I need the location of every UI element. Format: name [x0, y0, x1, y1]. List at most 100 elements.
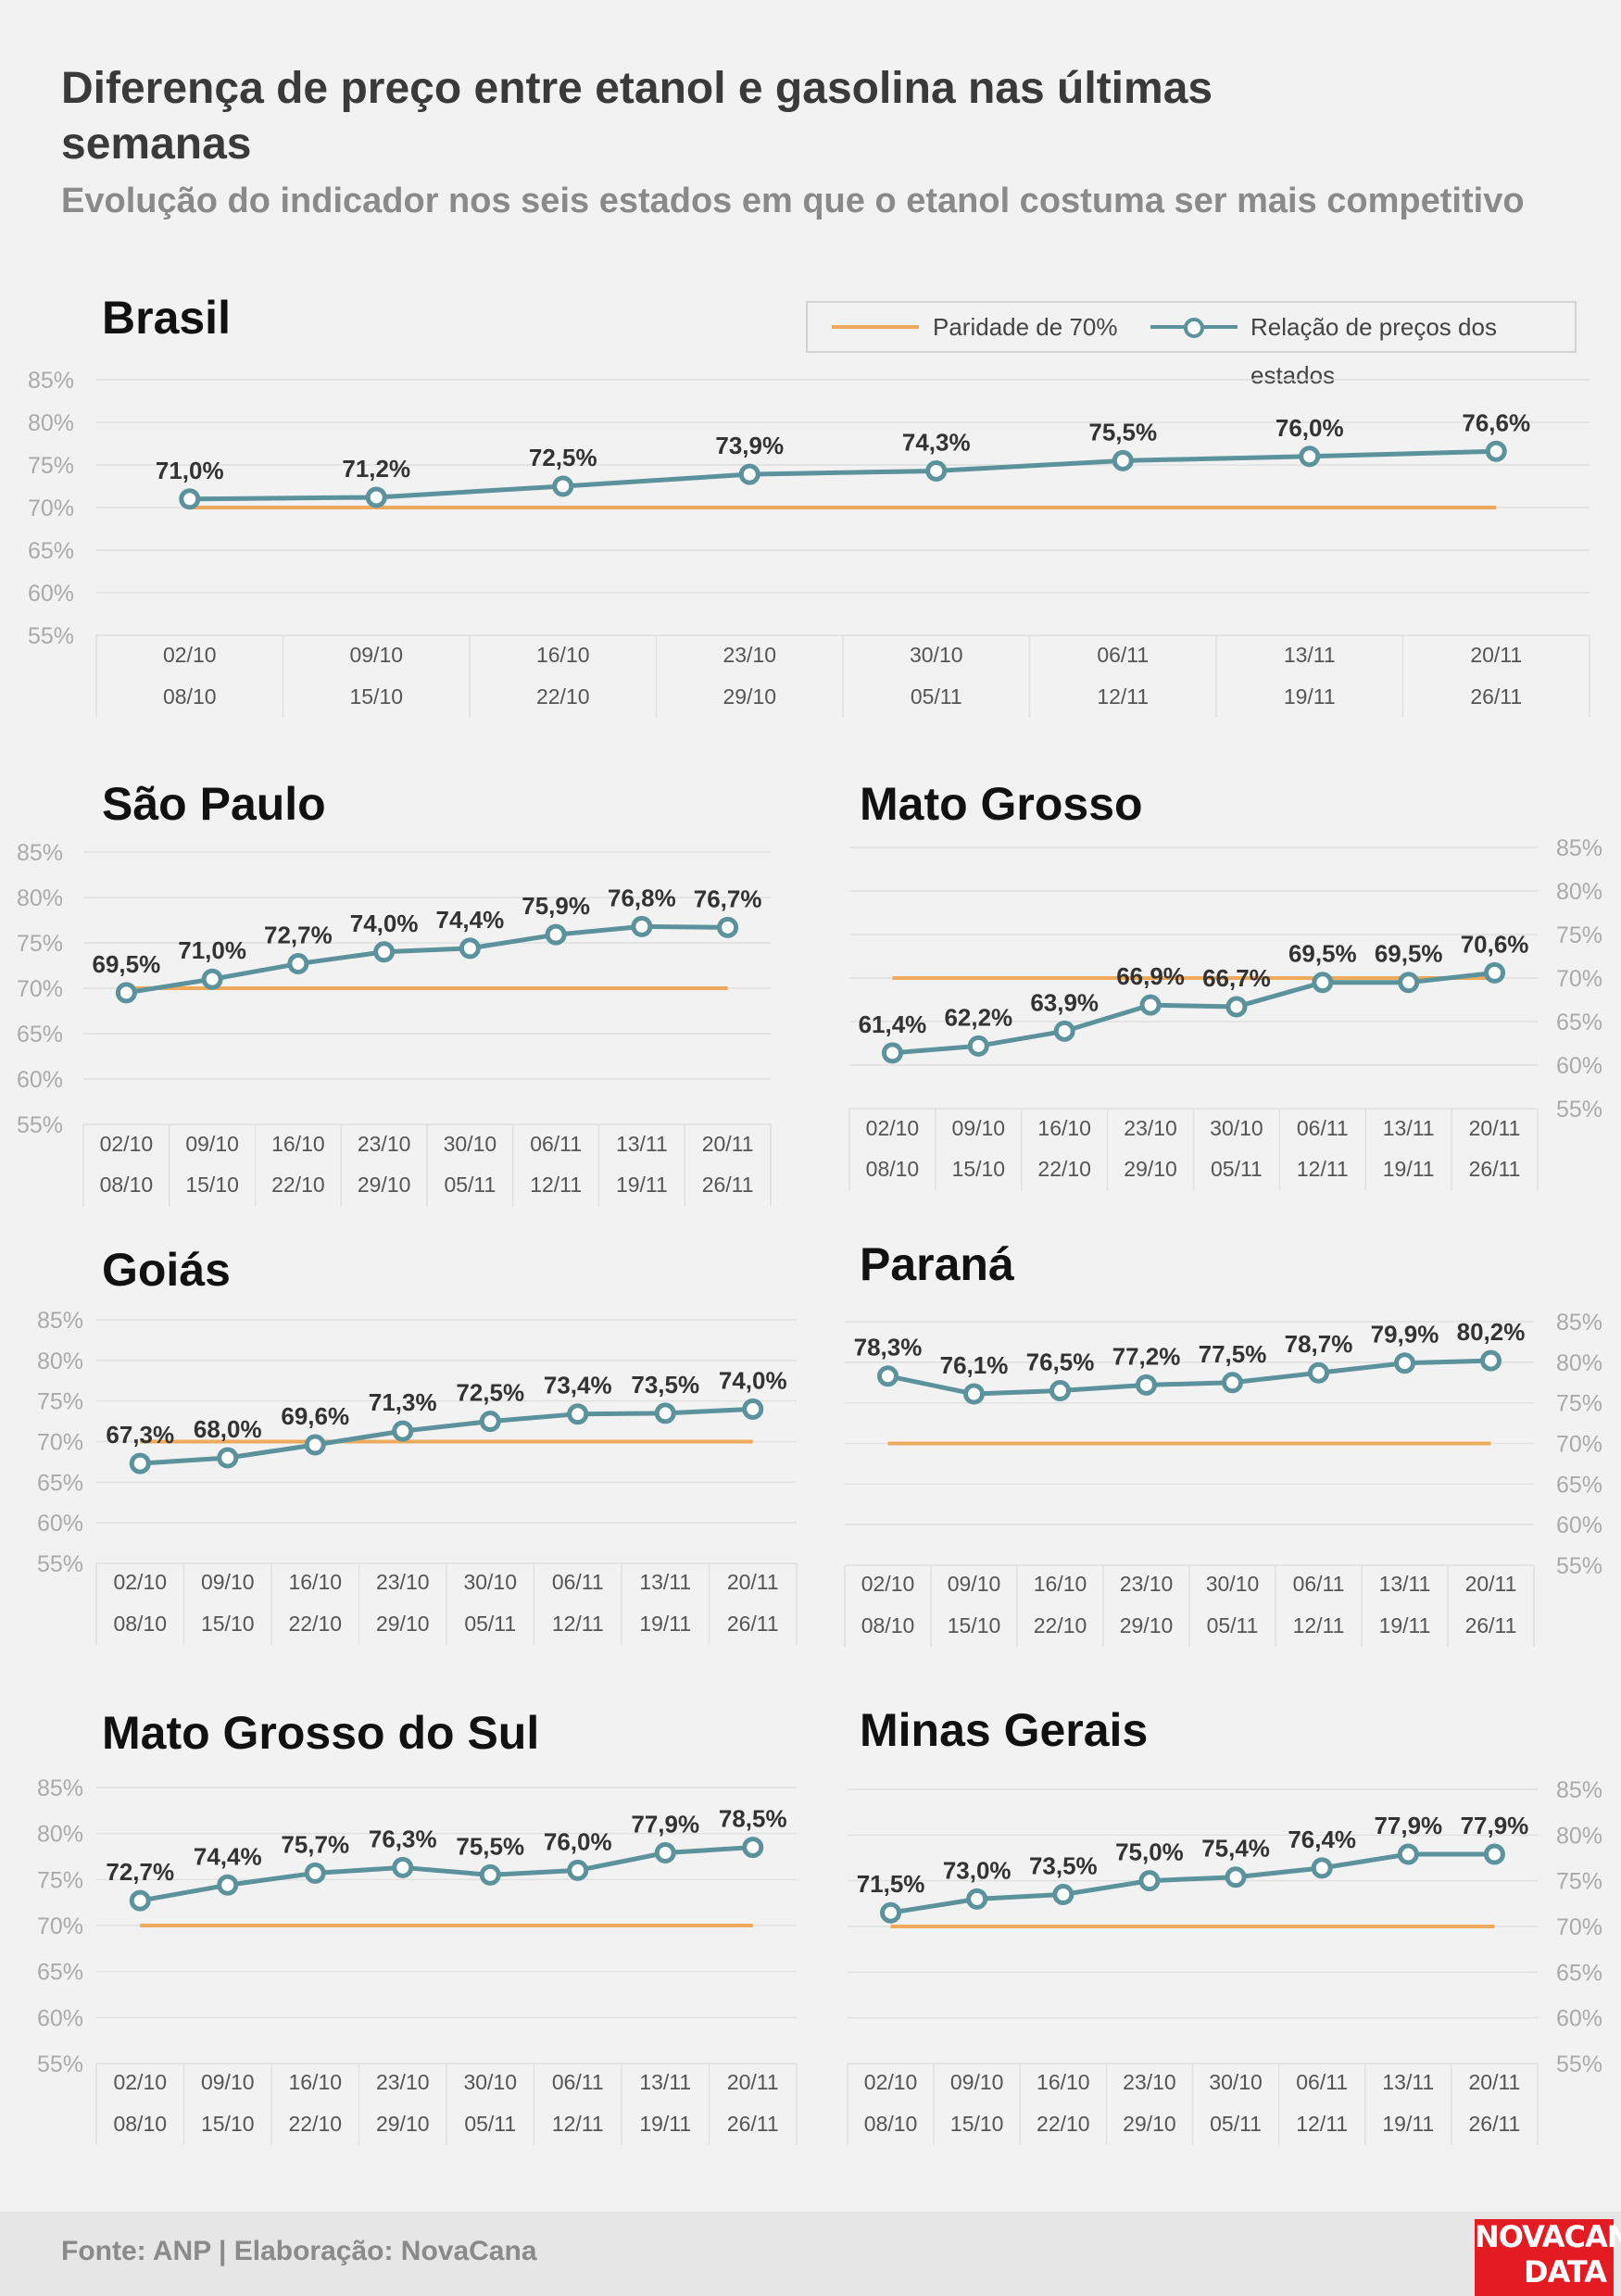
data-label: 72,7% [264, 922, 333, 949]
data-label: 62,2% [944, 1003, 1012, 1031]
x-tick-end: 22/10 [536, 684, 590, 709]
data-label: 76,6% [1462, 408, 1530, 436]
data-label: 75,7% [281, 1830, 349, 1858]
x-tick-start: 13/11 [639, 1570, 691, 1594]
data-point [877, 1365, 898, 1387]
chart-title: Brasil [102, 292, 231, 344]
data-point [1139, 994, 1162, 1016]
y-tick-label: 75% [37, 1389, 83, 1415]
data-label: 71,0% [156, 457, 224, 484]
data-label: 69,5% [1288, 940, 1357, 968]
logo-top-text: NOVACANA [1475, 2219, 1621, 2254]
data-label: 78,3% [854, 1334, 923, 1361]
y-tick-label: 55% [37, 1551, 83, 1577]
data-label: 73,4% [544, 1372, 612, 1399]
x-tick-end: 05/11 [911, 684, 962, 709]
x-tick-start: 06/11 [1293, 1572, 1345, 1596]
chart-title: Minas Gerais [860, 1704, 1148, 1756]
x-tick-start: 20/11 [702, 1132, 754, 1156]
data-label: 66,9% [1116, 962, 1185, 990]
x-tick-start: 02/10 [163, 643, 217, 667]
data-point [552, 475, 574, 497]
x-tick-end: 15/10 [950, 2112, 1004, 2136]
y-tick-label: 60% [28, 581, 74, 607]
data-label: 71,3% [369, 1388, 437, 1416]
y-tick-label: 60% [1556, 2006, 1602, 2032]
x-tick-start: 16/10 [536, 643, 590, 667]
y-tick-label: 65% [37, 1470, 83, 1496]
x-tick-start: 23/10 [1120, 1572, 1174, 1596]
y-tick-label: 60% [37, 2005, 83, 2031]
y-tick-label: 55% [37, 2051, 83, 2077]
x-tick-end: 08/10 [100, 1173, 154, 1197]
data-point [304, 1862, 326, 1884]
data-point [1225, 1866, 1247, 1888]
chart-1: São Paulo 85% 80% 75% 70% 65% 60% 55% 02/10 08/10… [17, 778, 772, 1207]
data-label: 69,5% [1375, 940, 1443, 968]
x-tick-end: 22/10 [1037, 2112, 1090, 2136]
data-point [654, 1402, 676, 1424]
x-tick-end: 15/10 [952, 1157, 1006, 1181]
x-tick-end: 19/11 [639, 2112, 691, 2136]
data-label: 61,4% [859, 1010, 927, 1038]
x-tick-end: 08/10 [861, 1613, 915, 1637]
data-label: 76,3% [369, 1825, 437, 1852]
x-tick-start: 09/10 [948, 1572, 1001, 1596]
data-point [738, 463, 760, 485]
y-tick-label: 65% [1556, 1010, 1602, 1035]
x-tick-end: 22/10 [271, 1173, 325, 1197]
data-point [881, 1042, 903, 1064]
chart-6: Minas Gerais 85% 80% 75% 70% 65% 60% 55% 02/10 08… [847, 1704, 1602, 2145]
x-tick-start: 30/10 [444, 1132, 497, 1156]
series-line [140, 1406, 753, 1466]
x-tick-end: 22/10 [288, 2112, 342, 2136]
x-tick-start: 30/10 [910, 643, 963, 667]
x-tick-start: 16/10 [288, 2070, 342, 2094]
x-tick-start: 13/11 [1284, 643, 1336, 667]
x-tick-start: 02/10 [113, 1570, 167, 1594]
y-tick-label: 85% [1556, 835, 1602, 861]
data-point [392, 1420, 414, 1442]
x-tick-start: 16/10 [1034, 1572, 1087, 1596]
data-point [1225, 996, 1248, 1018]
x-tick-end: 19/11 [1383, 1157, 1435, 1181]
y-tick-label: 60% [1556, 1053, 1602, 1079]
chart-title: Mato Grosso do Sul [102, 1707, 539, 1759]
y-tick-label: 80% [28, 410, 74, 436]
data-point [742, 1398, 764, 1420]
x-tick-end: 26/11 [1465, 1613, 1517, 1637]
series-line [890, 1851, 1495, 1915]
x-tick-start: 20/11 [727, 1570, 779, 1594]
data-label: 76,8% [608, 884, 676, 911]
data-label: 75,9% [521, 892, 590, 920]
series-line [139, 1845, 753, 1903]
data-point [1138, 1870, 1161, 1892]
data-point [1112, 449, 1134, 471]
data-point [967, 1035, 989, 1057]
chart-title: Goiás [102, 1244, 231, 1296]
data-point [201, 968, 223, 990]
data-point [742, 1837, 764, 1859]
x-tick-start: 09/10 [201, 2070, 255, 2094]
y-tick-label: 85% [28, 368, 74, 394]
x-tick-end: 26/11 [1470, 684, 1522, 709]
x-tick-end: 05/11 [464, 1612, 516, 1636]
x-tick-start: 09/10 [952, 1116, 1006, 1140]
y-tick-label: 70% [1556, 1914, 1602, 1940]
series-line [886, 1358, 1491, 1397]
chart-5: Mato Grosso do Sul 85% 80% 75% 70% 65% 60% 55% 0… [37, 1707, 798, 2145]
data-label: 76,7% [694, 885, 762, 912]
data-label: 77,9% [1461, 1812, 1529, 1839]
data-label: 77,5% [1199, 1340, 1267, 1368]
y-tick-label: 85% [37, 1775, 83, 1801]
x-tick-end: 22/10 [288, 1612, 342, 1636]
data-point [115, 982, 137, 1004]
x-tick-start: 02/10 [866, 1116, 920, 1140]
data-label: 76,0% [544, 1827, 612, 1855]
data-point [365, 486, 387, 508]
y-tick-label: 65% [17, 1022, 63, 1048]
data-label: 72,7% [106, 1858, 174, 1886]
legend-parity-swatch [832, 325, 919, 329]
data-label: 75,4% [1201, 1835, 1270, 1863]
y-tick-label: 80% [37, 1822, 83, 1848]
